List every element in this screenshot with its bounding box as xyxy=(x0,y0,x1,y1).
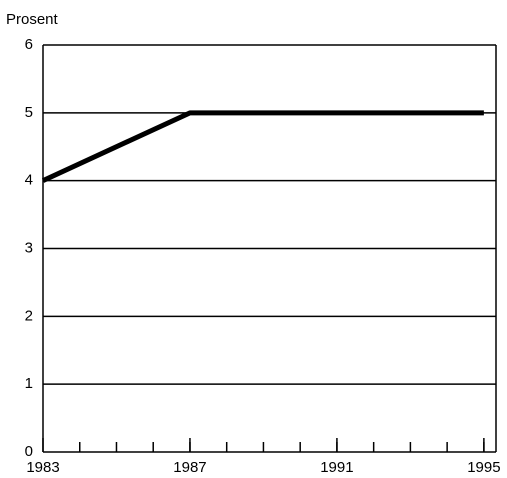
y-axis-label: Prosent xyxy=(6,11,59,28)
x-tick-label: 1987 xyxy=(173,459,206,476)
x-tick-label: 1991 xyxy=(320,459,353,476)
y-tick-label: 6 xyxy=(25,36,33,53)
y-tick-label: 2 xyxy=(25,307,33,324)
x-tick-label: 1983 xyxy=(26,459,59,476)
y-tick-label: 0 xyxy=(25,443,33,460)
y-tick-label: 4 xyxy=(25,172,33,189)
y-tick-label: 5 xyxy=(25,104,33,121)
x-tick-label: 1995 xyxy=(467,459,500,476)
y-tick-label: 3 xyxy=(25,239,33,256)
y-tick-label: 1 xyxy=(25,375,33,392)
data-line xyxy=(41,110,484,183)
